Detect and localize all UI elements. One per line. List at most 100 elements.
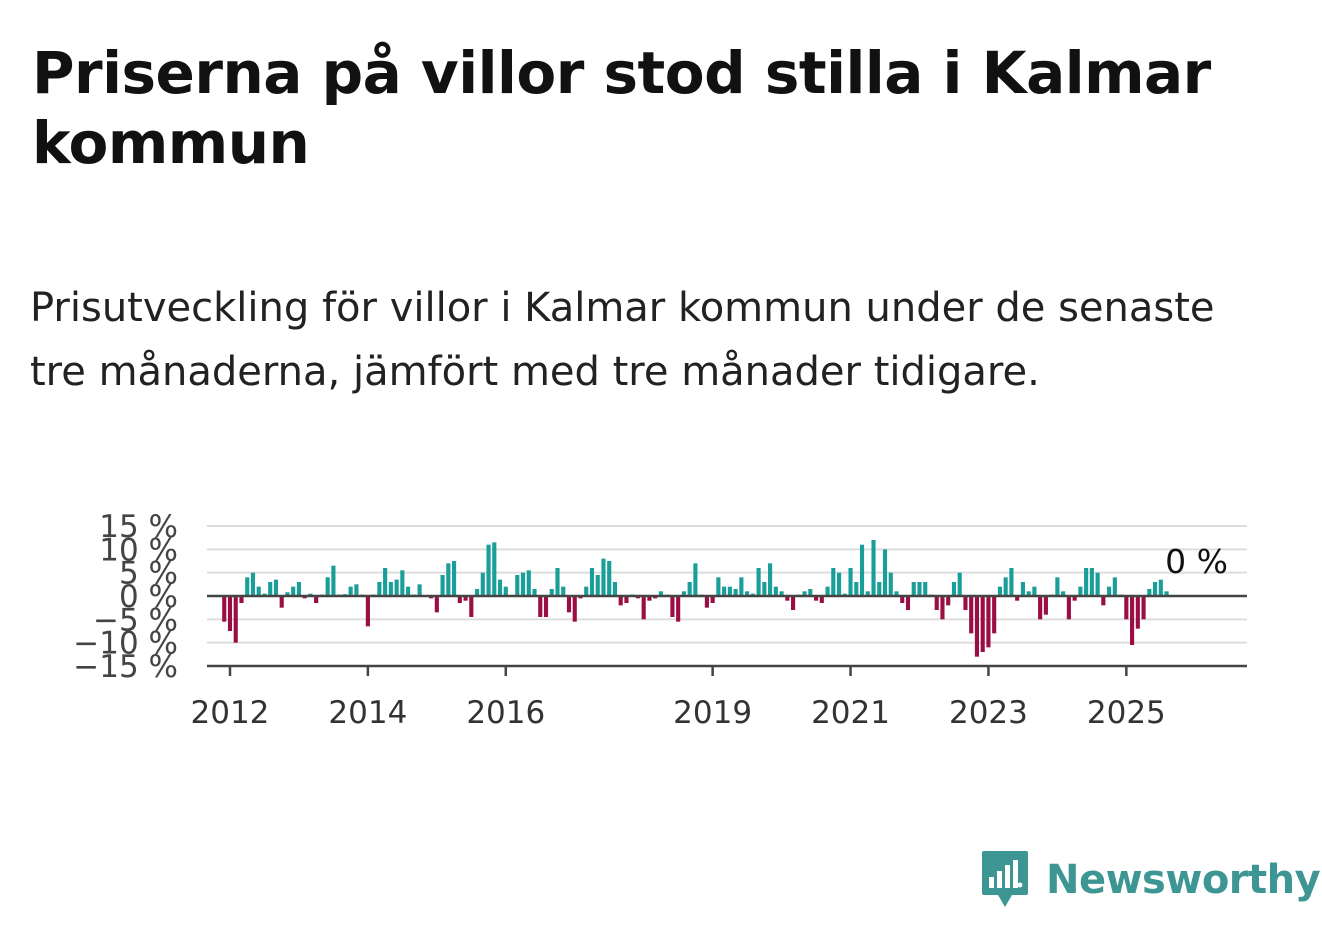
bar	[687, 582, 692, 596]
bar	[515, 575, 520, 596]
bar	[612, 582, 618, 596]
bar	[1072, 596, 1077, 601]
gridlines	[207, 525, 1247, 644]
bar	[1032, 586, 1037, 596]
bar	[239, 596, 244, 603]
bar	[946, 596, 951, 606]
y-tick-label: −10 %	[73, 626, 178, 662]
bar	[831, 568, 836, 596]
bar	[779, 591, 784, 596]
bar	[992, 596, 997, 634]
bar	[819, 596, 824, 603]
bar	[963, 596, 968, 610]
bar	[520, 572, 526, 596]
bar	[417, 584, 422, 596]
bar	[296, 582, 302, 596]
bar	[572, 596, 577, 622]
y-axis-tick-labels: 15 %10 %5 %0 %−5 %−10 %−15 %	[73, 509, 178, 685]
bar	[825, 586, 830, 596]
bar	[285, 592, 290, 596]
bar	[1158, 579, 1163, 596]
bar	[222, 596, 227, 622]
bar	[543, 596, 549, 617]
bars	[222, 540, 1169, 657]
bar	[957, 572, 962, 596]
chart-subtitle: Prisutveckling för villor i Kalmar kommu…	[30, 285, 1215, 395]
x-tick-label: 2019	[673, 695, 752, 731]
brand-name: Newsworthy	[1046, 857, 1321, 903]
y-tick-label: 15 %	[99, 509, 178, 545]
bar	[474, 589, 480, 596]
bar	[1107, 586, 1112, 596]
bar	[480, 572, 485, 596]
x-tick-label: 2021	[811, 695, 890, 731]
bar	[325, 577, 330, 596]
bar	[722, 586, 727, 596]
bar	[1009, 568, 1014, 596]
bar	[561, 586, 566, 596]
bar	[624, 596, 629, 603]
bar	[595, 575, 600, 596]
bar-chart: 15 %10 %5 %0 %−5 %−10 %−15 % 2012 2014 201…	[73, 509, 1247, 731]
bar	[1147, 589, 1152, 596]
bar	[348, 586, 353, 596]
bar	[641, 596, 646, 620]
bar	[1043, 596, 1048, 615]
bar	[773, 586, 778, 596]
bar	[273, 579, 279, 596]
x-axis-tick-labels: 2012 2014 2016 2019 2021 2023 2025	[191, 695, 1166, 731]
bar	[1130, 596, 1135, 645]
bar	[1003, 577, 1008, 596]
x-tick-label: 2025	[1087, 695, 1166, 731]
bar	[745, 591, 750, 596]
bar	[905, 596, 911, 610]
bar	[233, 596, 238, 643]
bar	[354, 584, 359, 596]
bar	[434, 596, 439, 613]
bar	[291, 586, 296, 596]
bar	[331, 565, 336, 596]
bar	[974, 596, 980, 657]
bar	[716, 577, 721, 596]
bar	[1084, 568, 1089, 596]
bar	[394, 579, 399, 596]
bar	[917, 582, 922, 596]
bar	[538, 596, 543, 617]
bar	[647, 596, 652, 601]
bar	[859, 544, 865, 596]
bar	[940, 596, 945, 620]
bar	[457, 596, 462, 603]
bar	[1101, 596, 1106, 606]
bar	[658, 591, 663, 596]
bar	[911, 582, 916, 596]
bar	[969, 596, 974, 634]
bar	[469, 596, 474, 617]
bar	[762, 582, 767, 596]
bar	[1124, 596, 1129, 620]
bar	[452, 561, 457, 596]
bar	[1015, 596, 1020, 601]
bar	[733, 589, 738, 596]
bar	[785, 596, 790, 601]
bar	[888, 572, 893, 596]
x-tick-label: 2023	[949, 695, 1028, 731]
bar	[314, 596, 319, 603]
bar	[676, 596, 681, 622]
bar	[446, 563, 451, 596]
bar	[704, 596, 709, 608]
bar	[365, 596, 370, 627]
bar	[1135, 596, 1140, 629]
newsworthy-logo[interactable]: Newsworthy	[980, 848, 1321, 912]
bar	[245, 577, 250, 596]
bar	[768, 563, 773, 596]
bar	[882, 549, 888, 596]
bar	[739, 577, 744, 596]
bar	[997, 586, 1002, 596]
bar	[727, 586, 732, 596]
bar	[1020, 582, 1025, 596]
y-tick-label: 0 %	[119, 579, 178, 615]
bar	[986, 596, 991, 648]
x-tick-label: 2014	[328, 695, 407, 731]
bar	[865, 591, 870, 596]
y-tick-label: 10 %	[99, 532, 178, 568]
